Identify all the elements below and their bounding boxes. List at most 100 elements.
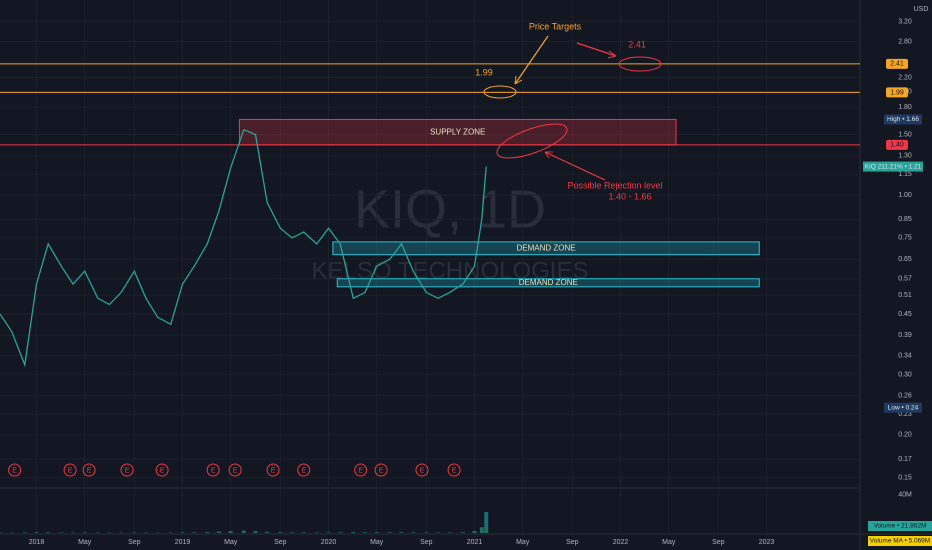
volume-bar	[301, 532, 306, 533]
y-tick-label: 1.50	[898, 131, 912, 138]
earnings-label: E	[452, 467, 457, 474]
zone-label: SUPPLY ZONE	[430, 127, 485, 136]
volume-bar	[472, 531, 477, 533]
volume-bar	[22, 532, 27, 533]
level-label: 2.41	[890, 61, 904, 68]
y-tick-label: 0.57	[898, 276, 912, 283]
y-tick-label: 0.15	[898, 475, 912, 482]
x-tick-label: 2021	[467, 539, 483, 546]
annotations: Price Targets 2.41 1.99 Possible Rejecti…	[475, 21, 662, 201]
earnings-marker	[120, 463, 134, 477]
level-label: 1.40	[890, 142, 904, 149]
earnings-label: E	[271, 467, 276, 474]
volume-bar	[34, 532, 39, 533]
earnings-marker	[155, 463, 169, 477]
earnings-label: E	[233, 467, 238, 474]
earnings-label: E	[420, 467, 425, 474]
y-tick-label: 1.15	[898, 171, 912, 178]
y-tick-label: 2.80	[898, 38, 912, 45]
earnings-marker	[8, 463, 22, 477]
x-tick-label: May	[516, 539, 530, 546]
y-tick-label: 0.30	[898, 371, 912, 378]
earnings-label: E	[160, 467, 165, 474]
marker-pill	[863, 161, 923, 172]
x-tick-label: 2023	[759, 539, 775, 546]
annotation-text: Price Targets	[529, 21, 582, 31]
volume-bar	[241, 530, 246, 533]
earnings-marker	[374, 463, 388, 477]
ellipse	[496, 123, 568, 159]
arrow-head	[607, 50, 617, 59]
level-label: 1.99	[890, 89, 904, 96]
arrow	[576, 42, 617, 57]
x-tick-label: Sep	[566, 539, 579, 546]
volume-bar	[180, 532, 185, 533]
volume-bar	[363, 532, 368, 533]
earnings-label: E	[379, 467, 384, 474]
arrow-head	[544, 151, 553, 159]
zone	[238, 118, 677, 146]
earnings-label: E	[358, 467, 363, 474]
volume-bar	[374, 532, 379, 533]
zone-label: DEMAND ZONE	[519, 278, 578, 287]
volume-pill	[868, 521, 932, 531]
ellipse	[618, 56, 662, 72]
y-tick-label: 0.39	[898, 332, 912, 339]
x-tick-label: 2020	[321, 539, 337, 546]
annotation-text: 1.40 - 1.66	[608, 191, 651, 201]
earnings-marker	[447, 463, 461, 477]
arrow	[514, 35, 549, 85]
volume-bar	[484, 512, 489, 533]
watermark-name: KELSO TECHNOLOGIES	[312, 257, 589, 284]
volume-label: Volume • 21.862M	[874, 523, 927, 530]
y-tick-label: 0.26	[898, 393, 912, 400]
x-tick-label: Sep	[712, 539, 725, 546]
arrow	[544, 151, 606, 181]
earnings-marker	[297, 463, 311, 477]
level-pill	[886, 139, 908, 150]
earnings-marker	[266, 463, 280, 477]
volume-bar	[326, 532, 331, 533]
x-tick-label: 2022	[613, 539, 629, 546]
y-tick-label: 2.20	[898, 74, 912, 81]
y-tick-label: 1.80	[898, 104, 912, 111]
arrow-head	[514, 75, 523, 85]
marker-pill	[884, 114, 922, 125]
volume-bar	[217, 531, 222, 533]
ellipse	[483, 85, 517, 99]
volume-bar	[387, 532, 392, 533]
marker-label: KIQ 211.21% • 1.21	[865, 163, 922, 170]
x-tick-label: Sep	[128, 539, 141, 546]
earnings-marker	[206, 463, 220, 477]
earnings-label: E	[125, 467, 130, 474]
volume-bar	[228, 531, 233, 533]
earnings-label: E	[87, 467, 92, 474]
earnings-marker	[415, 463, 429, 477]
y-tick-label: 0.85	[898, 216, 912, 223]
volume-bar	[479, 527, 484, 533]
x-tick-label: Sep	[420, 539, 433, 546]
marker-pill	[884, 402, 922, 413]
y-tick-label: 1.00	[898, 192, 912, 199]
zone	[336, 278, 760, 288]
earnings-marker	[63, 463, 77, 477]
y-tick-label: 0.75	[898, 235, 912, 242]
marker-label: Low • 0.24	[888, 404, 919, 411]
x-tick-label: May	[370, 539, 384, 546]
volume-bar	[253, 531, 258, 533]
earnings-marker	[82, 463, 96, 477]
volume-bar	[265, 531, 270, 533]
earnings-label: E	[211, 467, 216, 474]
volume-bar	[192, 532, 197, 533]
annotation-text: 2.41	[628, 39, 646, 49]
x-tick-label: Sep	[274, 539, 287, 546]
level-pill	[886, 58, 908, 69]
earnings-label: E	[68, 467, 73, 474]
volume-bar	[447, 532, 452, 533]
y-tick-label: 0.45	[898, 311, 912, 318]
volume-bar	[278, 532, 283, 533]
volume-label: Volume MA • 5.069M	[870, 538, 930, 545]
y-tick-label: 0.17	[898, 456, 912, 463]
x-tick-label: May	[224, 539, 238, 546]
annotation-text: Possible Rejection level	[567, 180, 662, 190]
